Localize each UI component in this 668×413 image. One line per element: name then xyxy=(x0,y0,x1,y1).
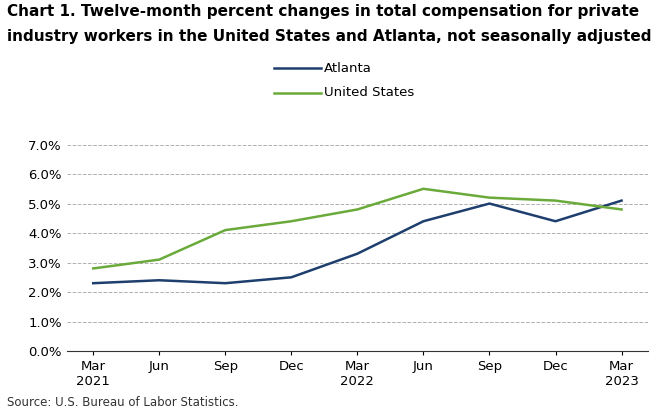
Atlanta xyxy=(287,275,295,280)
United States xyxy=(155,257,163,262)
Text: industry workers in the United States and Atlanta, not seasonally adjusted: industry workers in the United States an… xyxy=(7,29,651,44)
Line: United States: United States xyxy=(94,189,621,268)
Text: Chart 1. Twelve-month percent changes in total compensation for private: Chart 1. Twelve-month percent changes in… xyxy=(7,4,639,19)
Atlanta xyxy=(420,219,428,224)
United States xyxy=(420,186,428,191)
Atlanta xyxy=(155,278,163,283)
Text: Atlanta: Atlanta xyxy=(324,62,372,75)
United States xyxy=(221,228,229,233)
Line: Atlanta: Atlanta xyxy=(94,201,621,283)
United States xyxy=(552,198,560,203)
Text: Source: U.S. Bureau of Labor Statistics.: Source: U.S. Bureau of Labor Statistics. xyxy=(7,396,238,409)
United States xyxy=(287,219,295,224)
Atlanta xyxy=(353,251,361,256)
United States xyxy=(90,266,98,271)
Atlanta xyxy=(90,281,98,286)
Atlanta xyxy=(221,281,229,286)
Atlanta xyxy=(552,219,560,224)
Atlanta xyxy=(486,201,494,206)
United States xyxy=(617,207,625,212)
United States xyxy=(353,207,361,212)
Atlanta xyxy=(617,198,625,203)
Text: United States: United States xyxy=(324,86,414,100)
United States xyxy=(486,195,494,200)
